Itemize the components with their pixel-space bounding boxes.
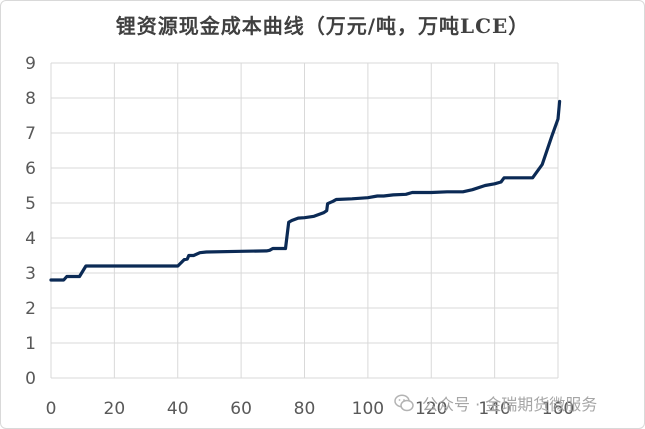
chart-title: 锂资源现金成本曲线（万元/吨，万吨LCE） (115, 14, 530, 38)
x-tick-label: 120 (415, 399, 447, 419)
y-tick-label: 6 (25, 159, 36, 179)
watermark: 公众号 · 金瑞期货微服务 (394, 391, 597, 415)
y-tick-label: 4 (25, 229, 36, 249)
x-tick-label: 160 (542, 399, 574, 419)
y-tick-label: 2 (25, 299, 36, 319)
series-layer (49, 99, 562, 282)
x-tick-label: 140 (478, 399, 510, 419)
series-line-0 (49, 99, 562, 282)
y-tick-label: 7 (25, 124, 36, 144)
y-tick-label: 5 (25, 194, 36, 214)
watermark-text: 公众号 · 金瑞期货微服务 (422, 395, 598, 414)
y-tick-label: 8 (25, 89, 36, 109)
y-axis-ticks: 0 1 2 3 4 5 6 7 8 9 (25, 54, 36, 389)
grid-lines (50, 62, 559, 379)
y-tick-label: 0 (25, 369, 36, 389)
x-axis-ticks: 0 20 40 60 80 100 120 140 160 (46, 399, 575, 419)
x-tick-label: 20 (104, 399, 126, 419)
x-tick-label: 60 (230, 399, 252, 419)
x-tick-label: 100 (352, 399, 384, 419)
x-tick-label: 0 (46, 399, 57, 419)
x-tick-label: 40 (167, 399, 189, 419)
y-tick-label: 9 (25, 54, 36, 74)
y-tick-label: 1 (25, 334, 36, 354)
y-tick-label: 3 (25, 264, 36, 284)
wechat-icon (394, 394, 414, 412)
x-tick-label: 80 (294, 399, 316, 419)
